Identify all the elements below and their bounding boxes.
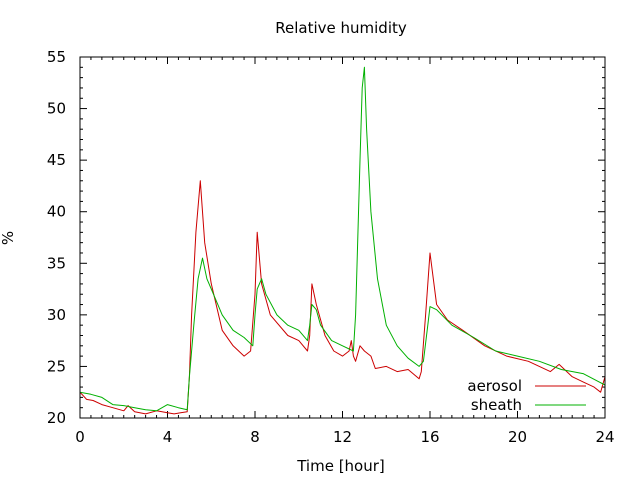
series-line-aerosol [79,180,606,415]
x-axis-label: Time [hour] [296,457,385,475]
x-tick-label: 16 [420,428,439,446]
y-axis-label: % [0,231,17,245]
series-lines [79,66,606,415]
y-tick-label: 40 [47,203,66,221]
y-tick-label: 30 [47,306,66,324]
x-tick-label: 12 [333,428,352,446]
chart-title: Relative humidity [275,19,407,37]
y-tick-label: 45 [47,151,66,169]
axis-tick-labels: 20 25 30 35 40 45 50 55 0 4 8 12 16 20 24 [47,48,615,446]
y-tick-label: 35 [47,254,66,272]
x-tick-label: 0 [75,428,85,446]
axis-ticks [79,56,606,419]
y-tick-label: 20 [47,409,66,427]
plot-frame [79,56,606,419]
legend-label-aerosol: aerosol [467,377,522,395]
y-tick-label: 50 [47,100,66,118]
x-tick-label: 20 [508,428,527,446]
y-tick-label: 55 [47,48,66,66]
x-tick-label: 4 [163,428,173,446]
y-tick-label: 25 [47,357,66,375]
legend-label-sheath: sheath [471,396,522,414]
x-tick-label: 8 [250,428,260,446]
series-line-sheath [79,66,606,412]
x-tick-label: 24 [595,428,614,446]
